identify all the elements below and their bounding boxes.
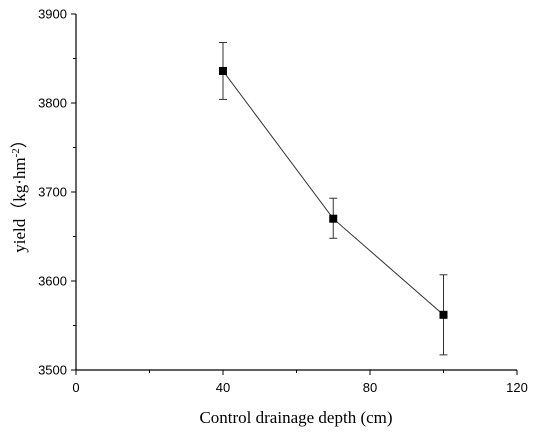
x-tick-label: 0 (72, 380, 79, 395)
y-axis-title: yield（kg·hm-2） (10, 131, 29, 253)
series-line (222, 70, 444, 316)
x-tick-label: 40 (216, 380, 230, 395)
y-tick-label: 3800 (38, 96, 67, 111)
y-tick-label: 3700 (38, 185, 67, 200)
y-axis-title-sup: -2 (10, 148, 22, 157)
y-axis-title-main: yield（kg·hm (10, 157, 29, 252)
x-tick-label: 120 (506, 380, 528, 395)
data-point (329, 214, 338, 223)
x-axis-title: Control drainage depth (cm) (199, 408, 392, 427)
axes: 0 40 80 120 3500 3600 3700 3800 3900 (38, 7, 528, 396)
series-layer (219, 41, 448, 356)
data-point (219, 66, 227, 75)
data-point (439, 310, 448, 319)
y-axis-title-close: ） (10, 131, 29, 148)
y-tick-label: 3600 (38, 274, 67, 289)
y-tick-label: 3500 (38, 363, 67, 378)
x-tick-label: 80 (363, 380, 377, 395)
y-tick-label: 3900 (38, 7, 67, 22)
